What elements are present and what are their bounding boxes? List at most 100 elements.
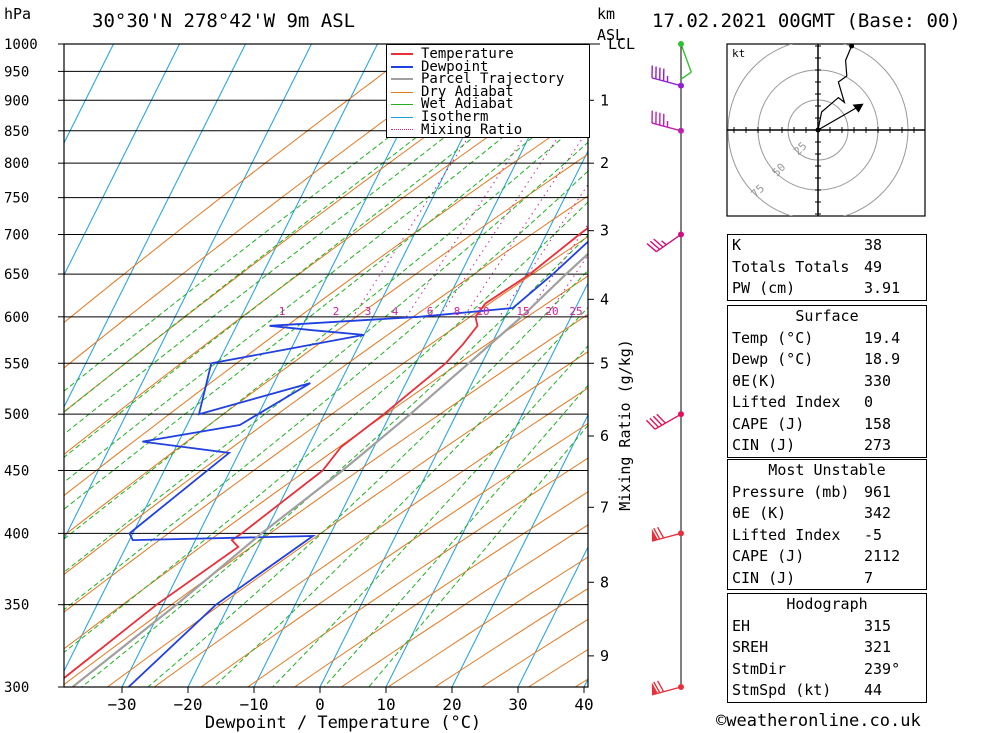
wind-barb-feather (656, 526, 665, 539)
temp-tick-label: −20 (174, 695, 203, 714)
row-label: Lifted Index (732, 525, 841, 544)
row-label: StmDir (732, 659, 787, 678)
wind-barb-flag (651, 528, 658, 542)
legend-item: Wet Adiabat (387, 98, 589, 111)
temperature-profile (64, 226, 588, 680)
isotherm-line (319, 149, 588, 687)
dry-adiabat-line (294, 491, 588, 687)
wind-barb (651, 65, 684, 89)
wind-barb (645, 411, 684, 430)
hodograph-title: Hodograph (786, 595, 868, 613)
most-unstable-row: θE (K) 342 (728, 503, 926, 525)
legend-label: Temperature (421, 46, 514, 62)
hodograph-table-row: SREH 321 (728, 637, 926, 659)
temp-tick-label: −30 (108, 695, 137, 714)
pressure-tick-label: 650 (4, 267, 29, 283)
pressure-tick-label: 950 (4, 64, 29, 80)
isotherm-line (253, 44, 576, 687)
dry-adiabat-line (64, 44, 555, 413)
wet-adiabat-line (64, 201, 588, 653)
km-tick-label: 1 (600, 91, 609, 109)
wet-adiabat-line (147, 269, 588, 687)
surface-row: CIN (J) 273 (728, 435, 926, 457)
parcel-trajectory-profile (71, 252, 588, 687)
dry-adiabat-line (64, 275, 588, 650)
row-label: Temp (°C) (732, 328, 814, 347)
isotherm-line (517, 545, 588, 687)
row-label: Lifted Index (732, 393, 841, 411)
dry-adiabat-line (154, 387, 588, 687)
row-value: 315 (864, 616, 892, 635)
mixing-ratio-label: 2 (333, 305, 340, 318)
row-value: 321 (864, 638, 892, 656)
legend-item: Parcel Trajectory (387, 71, 589, 88)
wet-adiabat-line (64, 44, 510, 392)
row-label: SREH (732, 638, 769, 656)
unit-asl-label: ASL (597, 26, 625, 44)
row-value: 3.91 (864, 279, 901, 297)
wind-barb-feather (646, 243, 657, 253)
row-value: 49 (864, 257, 883, 276)
hodograph-trace-end (849, 44, 855, 49)
row-value: 330 (864, 371, 892, 390)
row-value: 44 (864, 681, 883, 699)
row-label: Pressure (mb) (732, 482, 850, 501)
temp-tick-label: 10 (376, 695, 395, 714)
row-label: EH (732, 616, 751, 635)
wind-barb-feather (680, 71, 692, 80)
pressure-tick-label: 850 (4, 124, 29, 140)
isotherm-line (64, 44, 246, 409)
wind-barb (651, 680, 684, 696)
wind-barb-feather (649, 240, 661, 250)
row-label: CAPE (J) (732, 547, 805, 565)
legend-item: Dewpoint (387, 58, 589, 75)
surface-title: Surface (795, 307, 859, 325)
most-unstable-title: Most Unstable (768, 461, 886, 479)
temp-tick-label: −10 (240, 695, 269, 714)
isotherm-line (64, 44, 180, 277)
copyright-footer: ©weatheronline.co.uk (716, 711, 921, 731)
legend-label: Dewpoint (421, 58, 489, 75)
legend-swatch (391, 53, 413, 56)
temp-tick-label: 40 (574, 695, 593, 714)
dry-adiabat-line (64, 153, 588, 537)
row-value: 18.9 (864, 350, 901, 368)
wet-adiabat-line (272, 345, 588, 687)
legend-label: Isotherm (421, 108, 489, 125)
surface-row: Dewp (°C) 18.9 (728, 349, 926, 371)
mixing-ratio-axis-label: Mixing Ratio (g/kg) (616, 339, 634, 511)
mixing-ratio-label: 1 (279, 305, 286, 318)
date-title: 17.02.2021 00GMT (Base: 00) (652, 10, 961, 32)
row-label: CIN (J) (732, 436, 796, 454)
legend-swatch (391, 116, 413, 118)
wet-adiabat-line (368, 424, 588, 687)
most-unstable-row: CIN (J) 7 (728, 568, 926, 590)
legend-label: Dry Adiabat (421, 83, 514, 100)
legend-swatch (391, 91, 413, 93)
row-label: PW (cm) (732, 279, 796, 297)
legend-swatch (391, 65, 413, 68)
legend-swatch (391, 78, 413, 81)
wind-barb-feather (653, 681, 661, 694)
row-value: 273 (864, 436, 892, 454)
hodograph-unit-label: kt (732, 47, 745, 60)
storm-motion-vector (817, 106, 858, 131)
surface-row: CAPE (J) 158 (728, 414, 926, 436)
isotherm-line (385, 281, 588, 687)
row-label: Totals Totals (732, 257, 850, 276)
x-axis-label: Dewpoint / Temperature (°C) (205, 713, 481, 733)
km-tick-label: 8 (600, 573, 609, 591)
pressure-tick-label: 750 (4, 191, 29, 207)
isotherm-line (121, 44, 444, 687)
location-title: 30°30'N 278°42'W 9m ASL (92, 10, 356, 32)
wind-barb-staff (651, 77, 682, 87)
mixing-ratio-label: 15 (516, 305, 529, 318)
legend-label: Mixing Ratio (421, 121, 523, 138)
legend-swatch (391, 129, 413, 131)
pressure-tick-label: 800 (4, 156, 29, 172)
legend-label: Parcel Trajectory (421, 71, 565, 88)
row-value: 38 (864, 236, 883, 254)
pressure-tick-label: 400 (4, 526, 29, 542)
wind-barb-feather (645, 419, 656, 430)
